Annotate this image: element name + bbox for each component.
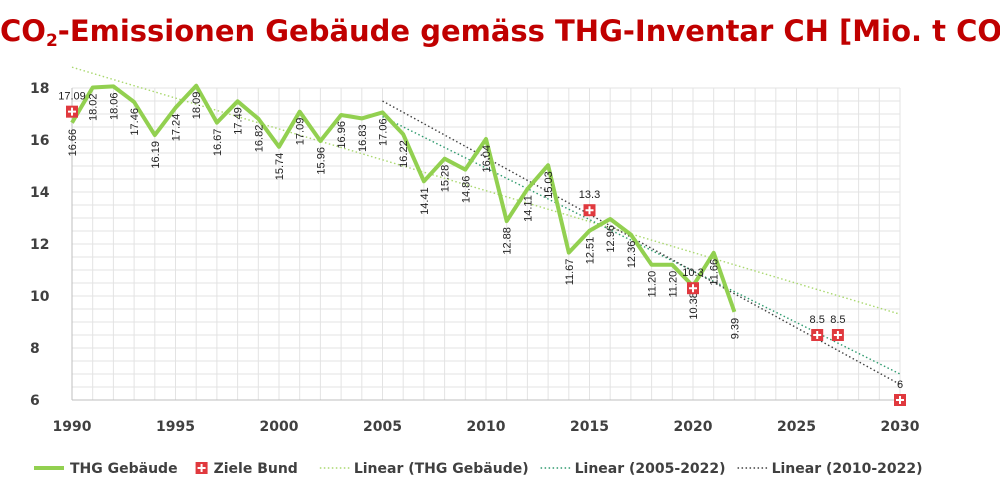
axes: 6 8 10 12 14 16 18 1990 1995 2000 2005 2010 2015 2020…: [30, 81, 920, 435]
goal-label: 8.5: [830, 314, 845, 326]
data-label: 17.06: [378, 118, 390, 146]
data-label: 11.20: [667, 271, 679, 298]
legend-label: Linear (2005-2022): [575, 461, 726, 477]
goal-marker-cross: [833, 331, 842, 339]
goal-label: 6: [897, 379, 903, 391]
legend-label: THG Gebäude: [70, 461, 178, 477]
data-label: 12.96: [605, 225, 617, 253]
legend: THG Gebäude Ziele Bund Linear (THG Gebäude…: [34, 461, 923, 477]
data-label: 18.02: [88, 93, 100, 121]
data-label: 15.74: [274, 153, 286, 181]
trendline: [382, 115, 901, 375]
y-tick-label: 8: [30, 341, 40, 357]
x-tick-label: 1990: [53, 419, 92, 435]
data-label: 15.03: [543, 171, 555, 199]
x-tick-label: 2015: [570, 419, 609, 435]
data-label: 14.11: [522, 195, 534, 222]
data-label: 14.41: [419, 187, 431, 215]
series-line-thg-gebaeude: [70, 83, 737, 313]
x-tick-label: 2030: [881, 419, 920, 435]
grid: [71, 87, 901, 401]
data-label: 15.28: [440, 165, 452, 193]
data-label: 12.51: [585, 237, 597, 265]
data-label: 16.22: [398, 140, 410, 168]
goal-marker-cross: [68, 107, 76, 116]
data-label: 9.39: [729, 318, 741, 339]
data-label: 18.09: [191, 92, 203, 120]
x-tick-label: 2020: [674, 419, 713, 435]
data-label: 17.49: [233, 107, 245, 135]
data-label: 16.04: [481, 145, 493, 173]
legend-label: Linear (THG Gebäude): [354, 461, 529, 477]
data-label: 11.66: [709, 259, 721, 286]
legend-label: Linear (2010-2022): [772, 461, 923, 477]
y-tick-label: 10: [30, 289, 50, 305]
data-label: 11.20: [647, 271, 659, 298]
data-label: 17.09: [295, 118, 307, 146]
y-tick-label: 14: [30, 185, 50, 201]
data-label: 16.96: [336, 121, 348, 149]
data-label: 10.38: [688, 292, 700, 320]
goal-label: 8.5: [810, 314, 825, 326]
data-label: 11.67: [564, 259, 576, 286]
data-label: 17.46: [129, 108, 141, 136]
y-tick-label: 18: [30, 81, 49, 97]
data-label: 17.24: [171, 114, 183, 142]
data-label: 16.66: [67, 129, 79, 157]
data-label: 14.86: [460, 176, 472, 204]
goal-marker-cross: [585, 206, 594, 215]
data-label: 16.19: [150, 141, 162, 169]
goal-marker-cross: [896, 396, 904, 404]
x-tick-label: 2005: [363, 419, 402, 435]
x-tick-label: 2000: [260, 419, 299, 435]
goal-marker-cross: [689, 284, 697, 293]
trendline: [382, 100, 901, 386]
data-label: 15.96: [315, 147, 327, 175]
y-tick-label: 16: [30, 133, 49, 149]
title-subscript: 2: [45, 31, 58, 51]
x-tick-label: 2010: [467, 419, 506, 435]
x-tick-label: 2025: [777, 419, 816, 435]
goal-label: 10.3: [682, 267, 703, 279]
data-label: 12.88: [502, 227, 514, 255]
legend-swatch-cross: [197, 464, 206, 472]
data-label: 12.36: [626, 241, 638, 269]
y-tick-label: 12: [30, 237, 49, 253]
goal-label: 13.3: [579, 189, 600, 201]
title-text: CO: [0, 14, 46, 48]
chart-title: CO2-Emissionen Gebäude gemäss THG-Invent…: [0, 14, 1000, 51]
goal-marker-cross: [813, 331, 822, 339]
data-label: 16.82: [253, 125, 265, 153]
y-tick-label: 6: [30, 393, 40, 409]
series-layer: 16.66 18.02 18.06 17.46 16.19 17.24 18.09 16.67…: [58, 66, 906, 406]
data-label: 16.83: [357, 124, 369, 152]
title-text: -Emissionen Gebäude gemäss THG-Inventar …: [57, 14, 1000, 48]
legend-label: Ziele Bund: [214, 461, 298, 477]
data-label: 18.06: [108, 92, 120, 120]
goal-label: 17.09: [58, 91, 86, 103]
x-tick-label: 1995: [156, 419, 195, 435]
data-label: 16.67: [212, 129, 224, 157]
